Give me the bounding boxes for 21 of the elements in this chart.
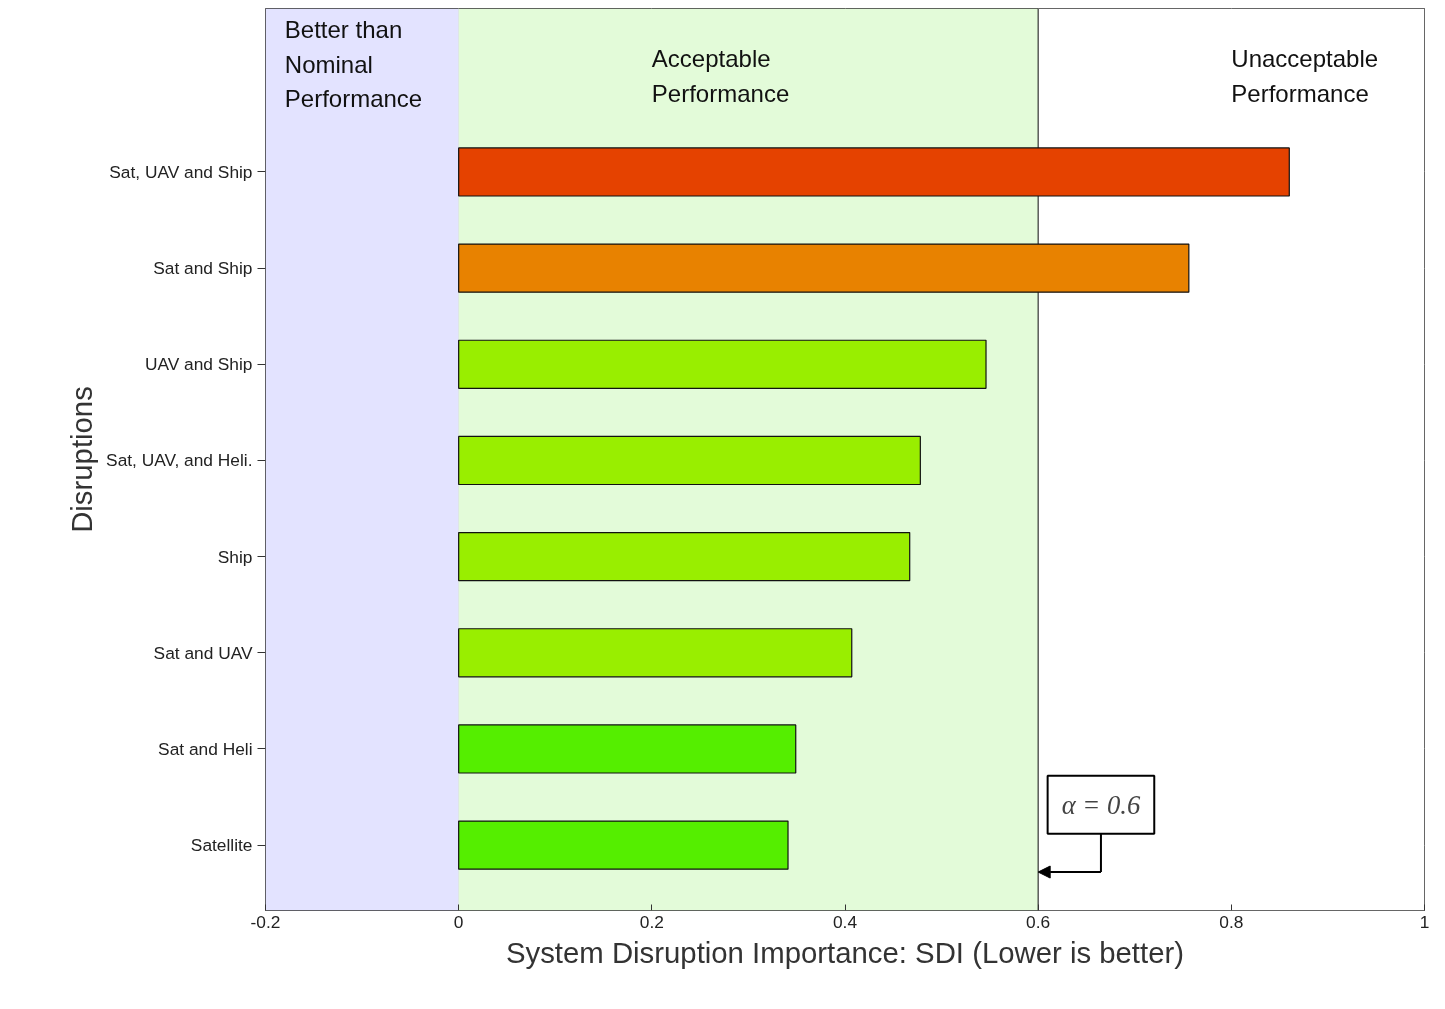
ref-line-label: α = 0.6	[1061, 789, 1141, 820]
y-tick-label: Sat, UAV, and Heli.	[106, 450, 253, 471]
band-label: Acceptable Performance	[651, 45, 790, 107]
x-tick-label: 0.6	[1026, 911, 1051, 932]
x-tick-label: -0.2	[250, 911, 281, 932]
x-tick-label: 0.8	[1219, 911, 1244, 932]
x-axis-title: System Disruption Importance: SDI (Lower is better)	[505, 935, 1185, 969]
x-tick-label: 1	[1419, 911, 1430, 932]
y-tick-label: Satellite	[190, 835, 253, 856]
band-label: Better than Nominal Performance	[284, 16, 423, 113]
y-tick-label: Sat and Heli	[158, 738, 253, 759]
y-tick-label: Sat and UAV	[153, 642, 253, 663]
y-tick-label: Ship	[217, 546, 253, 567]
y-tick-label: Sat, UAV and Ship	[109, 161, 253, 182]
x-tick-label: 0.2	[639, 911, 664, 932]
y-axis-title: Disruptions	[65, 386, 99, 533]
x-tick-label: 0.4	[832, 911, 858, 932]
y-tick-label: Sat and Ship	[153, 258, 253, 279]
band-label: Unacceptable Performance	[1231, 45, 1379, 107]
x-tick-label: 0	[453, 911, 464, 932]
y-tick-label: UAV and Ship	[144, 354, 253, 375]
